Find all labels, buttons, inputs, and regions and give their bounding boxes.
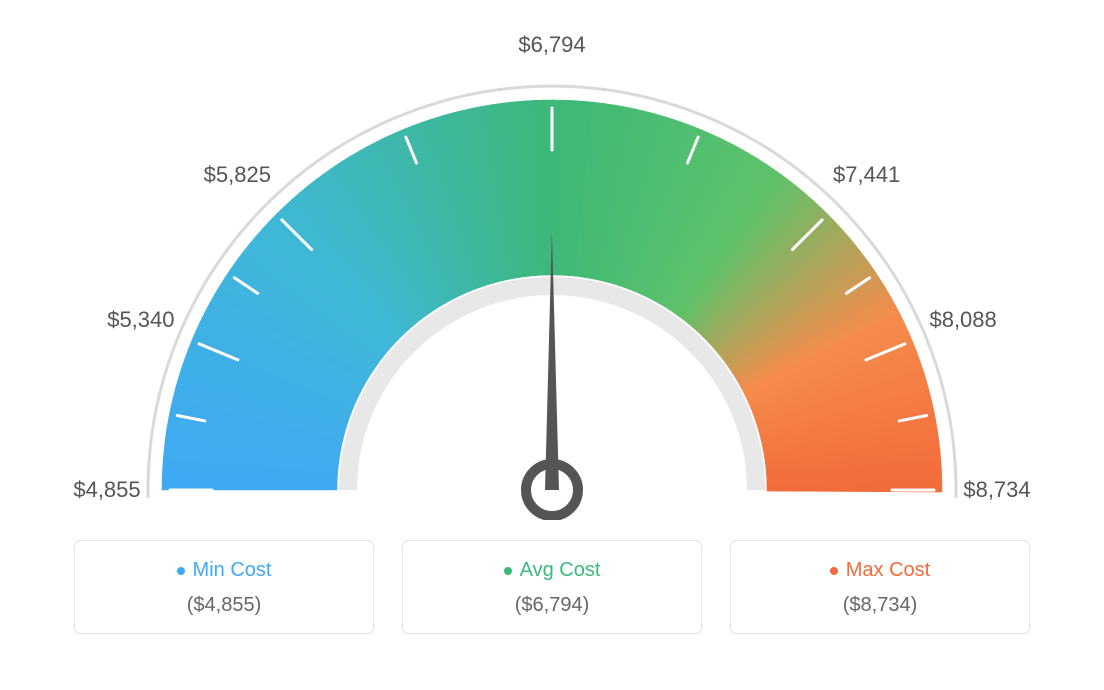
- gauge-tick-label: $7,441: [833, 162, 900, 188]
- min-cost-card: Min Cost ($4,855): [74, 540, 374, 634]
- gauge-chart: $4,855 $5,340 $5,825 $6,794 $7,441 $8,088 $8,7…: [20, 20, 1084, 520]
- max-cost-title: Max Cost: [830, 559, 930, 582]
- avg-cost-value: ($6,794): [413, 594, 691, 617]
- gauge-svg: [20, 20, 1084, 520]
- summary-cards: Min Cost ($4,855) Avg Cost ($6,794) Max …: [20, 540, 1084, 634]
- gauge-tick-label: $8,088: [929, 307, 996, 333]
- max-dot-icon: [830, 567, 838, 575]
- min-cost-title: Min Cost: [177, 559, 272, 582]
- max-cost-label: Max Cost: [846, 559, 930, 582]
- min-dot-icon: [177, 567, 185, 575]
- gauge-tick-label: $5,340: [107, 307, 174, 333]
- min-cost-label: Min Cost: [193, 559, 272, 582]
- avg-cost-card: Avg Cost ($6,794): [402, 540, 702, 634]
- gauge-tick-label: $6,794: [518, 32, 585, 58]
- avg-cost-title: Avg Cost: [504, 559, 601, 582]
- avg-dot-icon: [504, 567, 512, 575]
- max-cost-card: Max Cost ($8,734): [730, 540, 1030, 634]
- gauge-tick-label: $5,825: [204, 162, 271, 188]
- gauge-tick-label: $8,734: [963, 477, 1030, 503]
- avg-cost-label: Avg Cost: [520, 559, 601, 582]
- max-cost-value: ($8,734): [741, 594, 1019, 617]
- gauge-tick-label: $4,855: [73, 477, 140, 503]
- min-cost-value: ($4,855): [85, 594, 363, 617]
